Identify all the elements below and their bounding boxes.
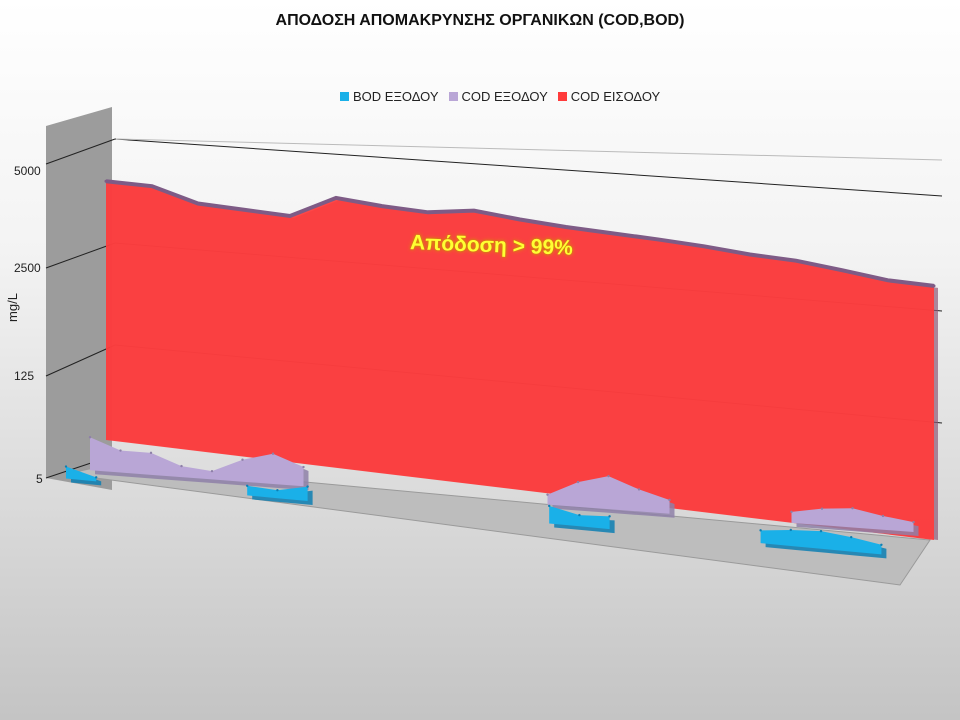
series-cod-out-point	[546, 493, 549, 496]
data-point-cod-in	[380, 204, 384, 208]
gridline	[45, 138, 116, 165]
series-bod-out-point	[759, 529, 762, 532]
series-bod-out-point	[819, 529, 823, 533]
data-point-cod-in	[610, 231, 614, 235]
data-point-cod-in	[518, 217, 522, 221]
series-cod-out-point	[637, 488, 641, 491]
series-cod-out-point	[271, 452, 275, 455]
legend-swatch-cod-in	[557, 92, 567, 101]
legend-item-cod-out: COD ΕΞΟΔΟΥ	[448, 89, 548, 104]
series-cod-out-point	[912, 520, 915, 524]
series-cod-out-point	[668, 498, 671, 502]
series-bod-out-point	[246, 484, 249, 488]
series-cod-out-point	[881, 514, 885, 518]
gridline	[45, 344, 116, 377]
series-bod-out-area	[760, 529, 882, 555]
gridline	[45, 242, 116, 269]
gridline	[114, 138, 943, 197]
data-point-cod-in	[794, 259, 798, 263]
legend-label-cod-in: COD ΕΙΣΟΔΟΥ	[570, 89, 661, 104]
series-cod-out-point	[180, 464, 183, 468]
legend-item-bod-out: BOD ΕΞΟΔΟΥ	[340, 89, 439, 104]
series-bod-out-point	[306, 485, 309, 488]
series-bod-out-point	[850, 535, 853, 539]
series-bod-out-area	[247, 485, 308, 502]
series-bod-out-point	[880, 543, 883, 546]
data-point-cod-in	[886, 278, 890, 282]
data-point-cod-in	[426, 210, 430, 214]
data-point-cod-in	[748, 252, 752, 256]
series-cod-out-area	[547, 476, 670, 514]
series-bod-out-point	[578, 513, 581, 517]
data-point-cod-in	[656, 237, 660, 241]
legend-swatch-cod-out	[448, 92, 458, 101]
side-wall	[46, 107, 112, 490]
data-point-cod-in	[150, 184, 154, 188]
series-cod-out-point	[576, 480, 580, 484]
legend: BOD ΕΞΟΔΟΥ COD ΕΞΟΔΟΥ COD ΕΙΣΟΔΟΥ	[340, 89, 660, 104]
series-bod-out-point	[95, 476, 98, 479]
y-tick-label: 5	[36, 472, 43, 486]
y-axis-label: mg/L	[4, 293, 20, 322]
data-point-cod-in	[104, 179, 108, 183]
series-cod-out-point	[790, 510, 793, 514]
series-cod-out-point	[607, 474, 610, 478]
chart-title: ΑΠΟΔΟΣΗ ΑΠΟΜΑΚΡΥΝΣΗΣ ΟΡΓΑΝΙΚΩΝ (COD,BOD)	[275, 12, 685, 29]
data-point-cod-in	[196, 202, 200, 206]
data-point-cod-in	[472, 209, 476, 213]
series-cod-out-area	[90, 437, 304, 487]
data-point-cod-in	[702, 244, 706, 248]
series-cod-out-point	[210, 469, 214, 473]
y-tick-label: 5000	[14, 164, 41, 178]
y-tick-label: 2500	[14, 261, 41, 275]
series-area-cod-in	[106, 181, 934, 540]
data-point-cod-in	[564, 225, 568, 229]
legend-swatch-bod-out	[340, 92, 349, 101]
data-point-cod-in	[840, 268, 844, 272]
series-cod-out-point	[119, 449, 122, 452]
series-bod-out-point	[64, 465, 68, 468]
data-point-cod-in	[242, 208, 246, 212]
data-point-cod-in	[932, 284, 936, 288]
series-cod-out-point	[302, 465, 305, 469]
series-bod-out-area	[549, 505, 610, 530]
legend-label-cod-out: COD ΕΞΟΔΟΥ	[461, 89, 548, 104]
series-cod-out-point	[88, 436, 92, 439]
legend-item-cod-in: COD ΕΙΣΟΔΟΥ	[557, 89, 661, 104]
y-tick-label: 125	[14, 369, 35, 383]
series-cod-out-point	[241, 458, 244, 461]
data-point-cod-in	[334, 196, 338, 200]
series-bod-out-area	[66, 466, 97, 482]
series-bod-out-point	[276, 489, 279, 492]
series-bod-out-point	[548, 504, 551, 508]
series-cod-out-point	[820, 507, 824, 510]
legend-label-bod-out: BOD ΕΞΟΔΟΥ	[353, 89, 439, 104]
data-point-cod-in	[288, 214, 292, 218]
series-bod-out-point	[789, 528, 792, 532]
series-cod-out-point	[149, 451, 153, 455]
series-cod-out-point	[851, 506, 854, 510]
series-cod-out-area	[791, 508, 914, 533]
series-bod-out-point	[608, 515, 611, 518]
gridline	[115, 138, 943, 161]
